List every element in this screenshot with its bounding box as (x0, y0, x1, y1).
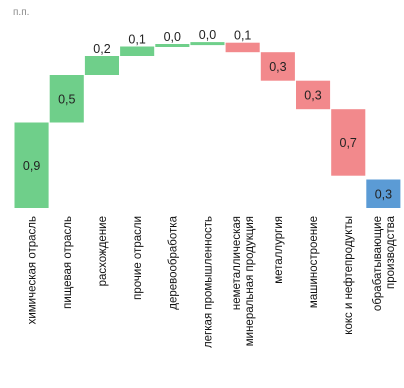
value-label-4: 0,1 (128, 33, 145, 47)
category-label-3: расхождение (97, 216, 109, 286)
value-label-3: 0,2 (93, 42, 110, 56)
category-label-9: машиностроение (308, 216, 320, 308)
category-label-2: пищевая отрасль (62, 216, 74, 309)
category-label-10: кокс и нефтепродукты (343, 216, 355, 335)
bar-1 (14, 122, 49, 208)
category-label-7-line-2: минеральная продукция (244, 216, 256, 346)
value-label-5: 0,0 (164, 30, 181, 44)
value-label-10: 0,7 (340, 136, 357, 150)
value-label-9: 0,3 (304, 89, 321, 103)
value-label-6: 0,0 (199, 28, 216, 42)
bar-6 (190, 42, 225, 46)
category-label-8: металлургия (273, 216, 285, 284)
bar-4 (120, 46, 155, 56)
category-label-1: химическая отрасль (27, 216, 39, 324)
bar-5 (155, 44, 190, 47)
value-label-7: 0,1 (234, 29, 251, 43)
unit-label: п.п. (13, 7, 29, 18)
bar-7 (225, 42, 260, 53)
bar-10 (331, 109, 366, 176)
category-label-7-line-1: неметаллическая (231, 216, 243, 310)
value-label-8: 0,3 (269, 60, 286, 74)
category-label-4: прочие отрасли (132, 216, 144, 300)
value-label-1: 0,9 (23, 159, 40, 173)
category-labels: химическая отрасль пищевая отрасль расхожд… (27, 215, 397, 348)
category-label-5: деревообработка (167, 215, 179, 309)
bar-3 (84, 56, 119, 75)
category-label-11-line-2: производства (385, 215, 397, 289)
bar-11 (366, 179, 401, 208)
bar-8 (260, 52, 295, 81)
category-label-6: легкая промышленность (203, 216, 215, 348)
value-label-11: 0,3 (375, 187, 392, 201)
bar-9 (296, 80, 331, 110)
category-label-11-line-1: обрабатывающие (372, 216, 384, 311)
value-label-2: 0,5 (58, 92, 75, 106)
bar-2 (49, 75, 84, 123)
bars: 0,9 0,5 0,2 0,1 0,0 0,0 0,1 0,3 0,3 0,7 0,3 (14, 28, 401, 208)
